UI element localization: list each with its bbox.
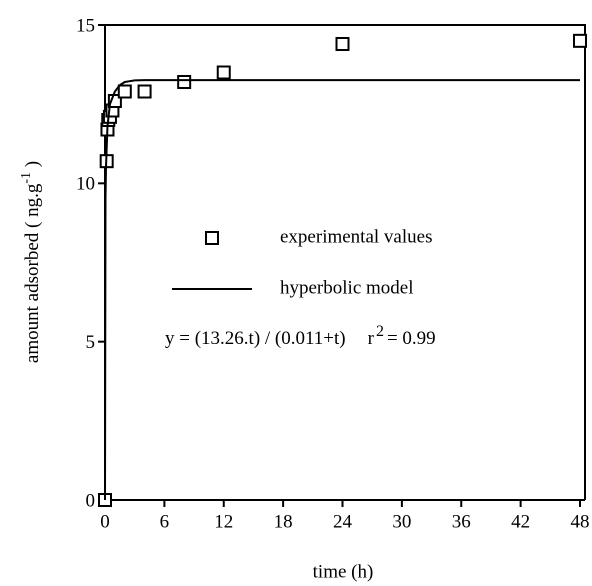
data-point bbox=[573, 33, 587, 48]
x-tick-label: 18 bbox=[274, 511, 293, 532]
data-point bbox=[216, 65, 231, 80]
x-tick-label: 24 bbox=[333, 511, 353, 532]
x-tick-label: 30 bbox=[392, 511, 411, 532]
r-exp: 2 bbox=[376, 323, 384, 340]
data-point bbox=[117, 84, 132, 99]
legend-label: hyperbolic model bbox=[280, 277, 414, 298]
legend-marker bbox=[205, 231, 219, 245]
r-value: = 0.99 bbox=[387, 328, 436, 349]
model-line bbox=[104, 79, 580, 501]
x-tick-label: 0 bbox=[100, 511, 110, 532]
y-tick-label: 15 bbox=[76, 15, 95, 36]
data-point bbox=[335, 37, 350, 51]
x-tick-label: 6 bbox=[160, 511, 170, 532]
x-axis-label: time (h) bbox=[313, 561, 374, 582]
equation: y = (13.26.t) / (0.011+t) r 2 = 0.99 bbox=[165, 323, 436, 350]
y-tick-label: 5 bbox=[86, 332, 96, 353]
y-label-main: amount adsorbed ( ng.g bbox=[22, 183, 43, 363]
y-tick-label: 10 bbox=[76, 174, 95, 195]
x-tick-label: 36 bbox=[452, 511, 471, 532]
plot-frame bbox=[104, 24, 586, 501]
x-tick-label: 48 bbox=[571, 511, 590, 532]
x-tick-label: 42 bbox=[511, 511, 530, 532]
legend-label: experimental values bbox=[280, 226, 432, 247]
data-point bbox=[177, 75, 192, 89]
y-label-end: ) bbox=[22, 161, 43, 172]
y-label-sup: -1 bbox=[19, 172, 34, 184]
data-point bbox=[137, 84, 152, 99]
eq: y = (13.26.t) / (0.011+t) bbox=[165, 328, 346, 349]
y-tick-label: 0 bbox=[86, 490, 96, 511]
x-tick-label: 12 bbox=[214, 511, 233, 532]
y-axis-label: amount adsorbed ( ng.g-1 ) bbox=[19, 161, 43, 363]
r: r bbox=[368, 328, 375, 349]
